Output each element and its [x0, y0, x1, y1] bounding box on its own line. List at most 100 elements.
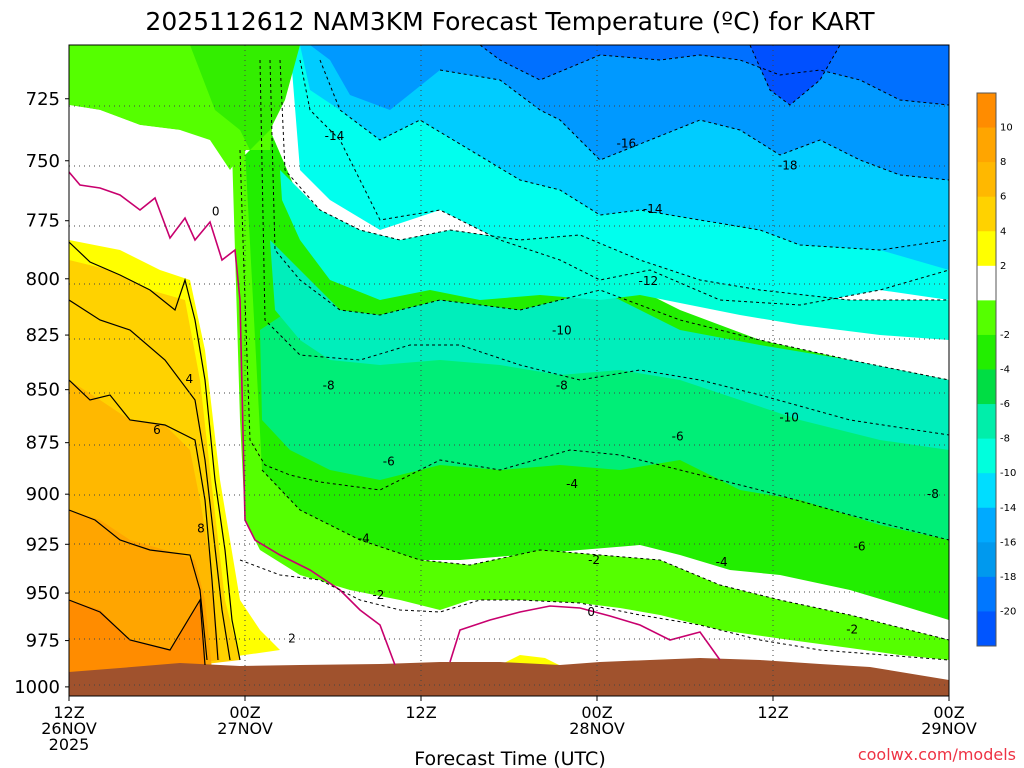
band-minus-8-to-10: [270, 240, 949, 450]
contour-dashed-9: [261, 469, 949, 641]
colorbar-swatch: [977, 576, 996, 612]
contour-label: -6: [672, 429, 684, 443]
colorbar-label: 2: [1000, 261, 1006, 272]
contour-dashed-7: [439, 69, 949, 181]
y-tick-label: 950: [26, 583, 60, 604]
contour-label: -4: [566, 477, 578, 491]
contour-label: -18: [778, 159, 798, 173]
y-tick-label: 925: [26, 534, 60, 555]
contour-label: -4: [716, 555, 728, 569]
colorbar-label: -18: [1000, 572, 1016, 583]
band-green-strip: [190, 45, 300, 150]
plot-area: [69, 45, 949, 696]
colorbar-swatch: [977, 404, 996, 440]
x-tick-label: 26NOV: [41, 719, 97, 738]
colorbar-swatch: [977, 369, 996, 405]
contour-black-left-3: [69, 379, 219, 661]
colorbar-label: 6: [1000, 192, 1006, 203]
colorbar-label: -6: [1000, 399, 1010, 410]
colorbar-swatch: [977, 265, 996, 301]
colorbar-swatch: [977, 611, 996, 647]
y-tick-label: 900: [26, 484, 60, 505]
credit-text: coolwx.com/models: [858, 745, 1016, 764]
contour-label: 4: [185, 372, 193, 386]
contour-dashed-1: [239, 149, 949, 541]
colorbar-label: -10: [1000, 468, 1016, 479]
contour-label: 0: [212, 204, 220, 218]
x-tick-label: 12Z: [405, 703, 436, 722]
band-minus-6-to-8: [260, 310, 949, 540]
colorbar-label: -16: [1000, 537, 1016, 548]
colorbar-swatch: [977, 334, 996, 370]
contour-zero-upper: [69, 171, 396, 666]
band-below-minus-20: [480, 45, 949, 105]
y-tick-label: 975: [26, 631, 60, 652]
x-tick-label: 00Z: [229, 703, 260, 722]
colorbar-label: -4: [1000, 365, 1010, 376]
y-tick-label: 725: [26, 89, 60, 110]
contour-label: -16: [617, 137, 637, 151]
colorbar-swatch: [977, 300, 996, 336]
x-tick-label: 29NOV: [921, 719, 977, 738]
colorbar-label: 10: [1000, 123, 1013, 134]
contour-label: -10: [779, 410, 799, 424]
contour-dashed-3: [269, 59, 949, 381]
contour-black-left-1: [69, 241, 241, 661]
contour-dashed-2: [259, 59, 949, 436]
contour-label: -12: [639, 274, 659, 288]
x-tick-label: 12Z: [757, 703, 788, 722]
terrain: [69, 658, 949, 696]
x-tick-label: 27NOV: [217, 719, 273, 738]
colorbar-swatch: [977, 473, 996, 509]
contour-label: -8: [927, 487, 939, 501]
colorbar-label: -8: [1000, 434, 1010, 445]
colorbar-swatch: [977, 196, 996, 232]
contour-label: -2: [588, 553, 600, 567]
band-plus-10-to-12: [69, 600, 205, 680]
grid: [69, 45, 949, 696]
contour-label: -6: [854, 539, 866, 553]
y-tick-label: 1000: [14, 677, 60, 698]
band-zero-lower: [240, 560, 949, 680]
colorbar-swatch: [977, 162, 996, 198]
contour-black-left-5: [69, 598, 206, 666]
contour-zero-lower: [449, 605, 721, 663]
contour-label: -2: [372, 588, 384, 602]
colorbar-label: 4: [1000, 226, 1006, 237]
colorbar-label: 8: [1000, 157, 1006, 168]
y-tick-label: 775: [26, 211, 60, 232]
contour-label: 8: [197, 521, 205, 535]
contour-label: -6: [383, 454, 395, 468]
colorbar-swatch: [977, 127, 996, 163]
y-tick-label: 800: [26, 269, 60, 290]
y-tick-label: 825: [26, 325, 60, 346]
contour-dashed-4: [279, 59, 949, 301]
colorbar-swatch: [977, 93, 996, 129]
x-tick-label: 28NOV: [569, 719, 625, 738]
contour-dashed-11: [749, 45, 841, 106]
band-minus-10-to-14: [280, 170, 949, 340]
contour-dashed-6: [319, 59, 949, 251]
colorbar-label: -14: [1000, 503, 1016, 514]
contour-label: -8: [323, 378, 335, 392]
contour-lines: [69, 45, 949, 666]
contour-label: -2: [846, 622, 858, 636]
contour-label: 0: [587, 605, 595, 619]
contour-dashed-5: [299, 59, 949, 306]
y-tick-label: 850: [26, 380, 60, 401]
contour-label: -10: [552, 324, 572, 338]
colorbar-swatch: [977, 507, 996, 543]
contour-label: -4: [358, 531, 370, 545]
chart-title: 2025112612 NAM3KM Forecast Temperature (…: [145, 7, 875, 36]
colorbar-label: -20: [1000, 606, 1016, 617]
contour-labels: 0 4 6 8 2 -14 -16 -18 -14 -12 -10 -8 -8 -10 -6 -6 -4 -8 -4…: [153, 129, 939, 646]
plot-frame: [68, 44, 950, 697]
y-axis: 725 750 775 800 825 850 875 900 925 950 975 1000: [14, 89, 69, 698]
x-tick-label: 00Z: [581, 703, 612, 722]
contour-label: 6: [153, 423, 161, 437]
colorbar-label: -2: [1000, 330, 1010, 341]
contour-label: 2: [288, 632, 296, 646]
contour-black-left-4: [69, 509, 208, 661]
